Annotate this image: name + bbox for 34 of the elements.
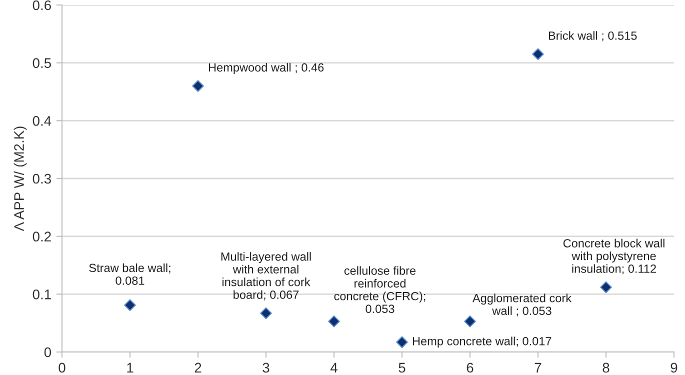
annotation: Straw bale wall; 0.081 [89,263,170,285]
x-tick-label: 5 [398,362,406,373]
annotation: Multi-layered wall with external insulation of cork board; 0.067 [221,252,311,300]
y-tick-label: 0.6 [32,0,51,10]
x-tick-label: 2 [194,362,202,372]
y-tick-label: 0.4 [32,116,52,126]
annotation: Hempwood wall ; 0.46 [208,62,324,74]
x-tick-label: 1 [127,362,134,372]
y-tick-label: 0.5 [32,58,52,68]
point [124,299,136,312]
y-tick-label: 0.3 [32,174,51,184]
y-tick-label: 0 [44,347,52,358]
y-tick-label: 0.1 [32,290,51,300]
annotation: Concrete block wall with polystyrene insulation; 0.112 [563,238,664,274]
annotation: Agglomerated cork wall ; 0.053 [472,294,572,316]
point [464,315,476,328]
y-axis-title: Λ APP W/ (M2.K) [14,126,27,232]
point [532,48,544,60]
x-tick-label: 3 [262,362,270,373]
point [600,281,612,294]
x-tick-label: 8 [602,362,610,373]
point [260,307,272,320]
x-tick-label: 7 [534,362,542,372]
x-tick-label: 0 [58,362,66,373]
annotation: Brick wall ; 0.515 [548,31,637,42]
point [328,315,340,328]
y-tick-label: 0.2 [32,232,51,242]
annotation: cellulose fibre reinforced concrete (CFRC); 0.053 [334,266,426,314]
annotation: Hemp concrete wall; 0.017 [412,336,552,348]
x-tick-label: 6 [466,362,474,373]
point [192,80,204,92]
x-tick-label: 4 [330,362,338,372]
point [396,336,408,348]
x-tick-label: 9 [670,362,678,373]
